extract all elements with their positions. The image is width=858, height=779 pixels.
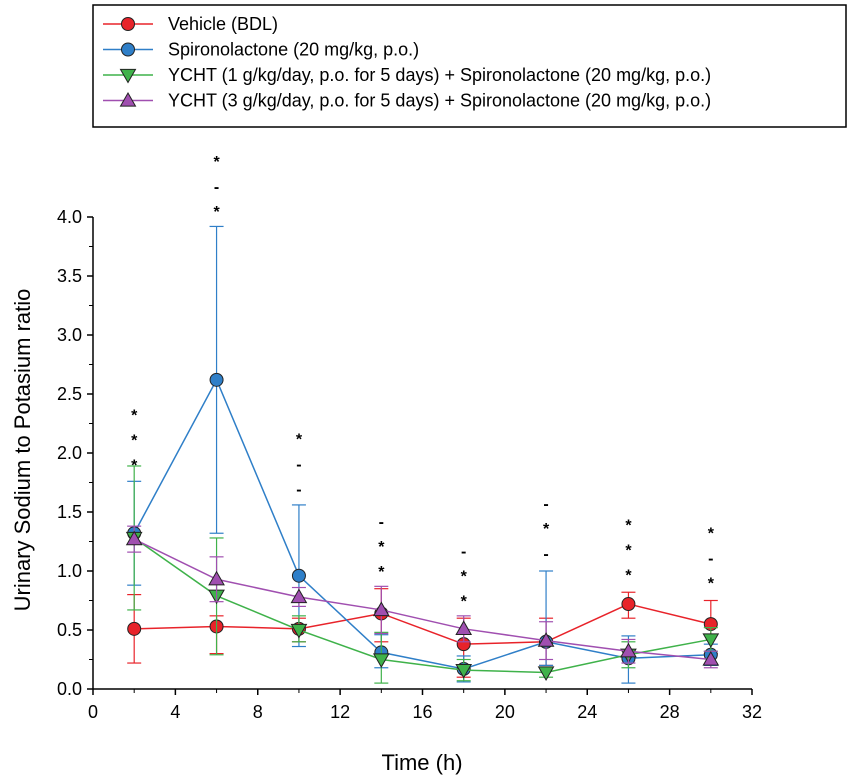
significance-mark: - [379, 514, 384, 531]
data-point [119, 68, 137, 84]
data-point [291, 568, 306, 583]
series-layer [125, 225, 720, 684]
significance-mark: * [296, 431, 303, 448]
x-tick-label: 0 [88, 702, 98, 722]
y-tick-label: 0.5 [57, 620, 82, 640]
data-point [702, 650, 720, 666]
significance-stack: - * * [378, 514, 385, 581]
y-axis-title: Urinary Sodium to Potasium ratio [10, 289, 35, 612]
data-point [702, 633, 720, 648]
data-point [290, 588, 308, 604]
significance-mark: * [625, 517, 632, 534]
significance-mark: - [461, 543, 466, 560]
data-point [455, 620, 473, 635]
significance-mark: * [461, 568, 468, 585]
x-tick-label: 8 [253, 702, 263, 722]
significance-mark: * [213, 204, 220, 221]
x-tick-label: 16 [412, 702, 432, 722]
series-line [134, 603, 711, 645]
significance-mark: * [708, 526, 715, 543]
series-group [127, 225, 718, 684]
data-point [372, 601, 390, 617]
data-point [537, 666, 555, 681]
significance-mark: * [213, 154, 220, 171]
data-point [121, 17, 135, 31]
significance-mark: * [625, 542, 632, 559]
x-tick-label: 24 [577, 702, 597, 722]
x-axis-title: Time (h) [381, 750, 462, 775]
significance-stack: * - - [296, 431, 303, 498]
significance-mark: * [378, 539, 385, 556]
y-tick-label: 1.5 [57, 502, 82, 522]
x-tick-label: 12 [330, 702, 350, 722]
x-tick-label: 4 [170, 702, 180, 722]
significance-stack: - * * [461, 543, 468, 610]
significance-mark: - [543, 496, 548, 513]
data-point [209, 372, 224, 387]
data-point [208, 570, 225, 586]
significance-stack: * - * [708, 526, 715, 593]
x-tick-label: 32 [742, 702, 762, 722]
series-group [125, 525, 720, 669]
significance-mark: - [543, 546, 548, 563]
significance-mark: * [131, 433, 138, 450]
series-line [133, 538, 711, 661]
y-tick-label: 1.0 [57, 561, 82, 581]
significance-stack: * - * [213, 154, 220, 221]
data-point [121, 42, 135, 57]
significance-mark: * [625, 567, 632, 584]
significance-stack: - * - [543, 496, 550, 563]
data-point [621, 597, 636, 612]
significance-mark: * [131, 408, 138, 425]
data-point [537, 632, 555, 647]
legend-label: Spironolactone (20 mg/kg, p.o.) [168, 40, 419, 60]
legend-label: YCHT (3 g/kg/day, p.o. for 5 days) + Spi… [168, 91, 711, 111]
data-point [455, 663, 473, 679]
legend: Vehicle (BDL) Spironolactone (20 mg/kg, p… [92, 4, 847, 128]
data-point [119, 91, 137, 107]
y-tick-label: 2.0 [57, 443, 82, 463]
series-line [133, 537, 711, 674]
significance-annotations: * * * * - * * - - - * * - * * - * - * * * * - * [131, 154, 715, 610]
data-point [620, 642, 637, 658]
legend-item: Spironolactone (20 mg/kg, p.o.) [103, 40, 419, 60]
axis-ticks: 0 4 8 12 16 20 24 28 32 0.0 0.5 1.0 1.5 2.0 2.5 3.0 3.5 4… [57, 207, 762, 722]
significance-mark: - [708, 551, 713, 568]
significance-mark: - [214, 179, 219, 196]
significance-mark: * [461, 593, 468, 610]
significance-stack: * * * [625, 517, 632, 584]
data-point [127, 621, 142, 636]
y-tick-label: 4.0 [57, 207, 82, 227]
significance-stack: * * * [131, 408, 138, 475]
legend-label: Vehicle (BDL) [168, 14, 278, 34]
x-tick-label: 28 [660, 702, 680, 722]
data-point [290, 623, 308, 639]
significance-mark: * [543, 521, 550, 538]
significance-mark: * [131, 458, 138, 475]
significance-mark: - [296, 481, 301, 498]
legend-item: YCHT (1 g/kg/day, p.o. for 5 days) + Spi… [103, 65, 711, 85]
data-point [125, 530, 143, 546]
legend-item: Vehicle (BDL) [103, 14, 278, 34]
series-line [133, 378, 711, 670]
series-group [127, 588, 718, 678]
significance-mark: - [296, 456, 301, 473]
y-tick-label: 3.0 [57, 325, 82, 345]
y-tick-label: 3.5 [57, 266, 82, 286]
plot-axes [92, 217, 752, 690]
legend-item: YCHT (3 g/kg/day, p.o. for 5 days) + Spi… [103, 91, 711, 111]
legend-frame [92, 4, 847, 128]
y-tick-label: 2.5 [57, 384, 82, 404]
significance-mark: * [378, 564, 385, 581]
significance-mark: * [708, 576, 715, 593]
y-tick-label: 0.0 [57, 679, 82, 699]
data-point [372, 653, 390, 669]
x-tick-label: 20 [495, 702, 515, 722]
legend-label: YCHT (1 g/kg/day, p.o. for 5 days) + Spi… [168, 65, 711, 85]
